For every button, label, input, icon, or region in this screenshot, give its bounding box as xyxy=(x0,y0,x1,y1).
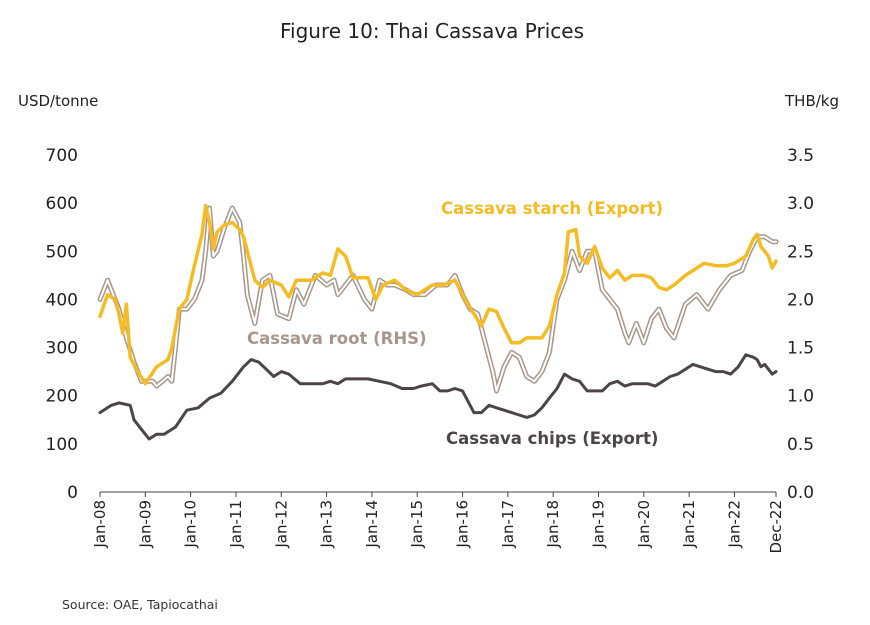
left-axis-tick-label: 0 xyxy=(67,483,78,503)
series-label-cassava-starch: Cassava starch (Export) xyxy=(441,199,663,218)
x-axis-tick-label: Jan-08 xyxy=(91,500,109,549)
right-axis-tick-label: 2.5 xyxy=(787,242,814,262)
left-axis-tick-label: 400 xyxy=(46,290,78,310)
right-axis-tick-label: 3.5 xyxy=(787,146,814,166)
left-axis-tick-label: 600 xyxy=(46,194,78,214)
left-axis-tick-label: 700 xyxy=(46,146,78,166)
right-axis-tick-label: 3.0 xyxy=(787,194,814,214)
x-axis-tick-label: Jan-21 xyxy=(680,500,698,549)
x-axis-tick-label: Jan-11 xyxy=(227,500,245,549)
right-axis-ticks: 3.5 3.0 2.5 2.0 1.5 1.0 0.5 0.0 xyxy=(787,146,814,503)
right-axis-tick-label: 0.0 xyxy=(787,483,814,503)
x-axis-tick-label: Jan-22 xyxy=(725,500,743,549)
x-axis-tick-label: Jan-20 xyxy=(635,500,653,549)
series-line-cassava-starch-export xyxy=(98,203,778,386)
right-axis-unit: THB/kg xyxy=(784,92,839,110)
series-label-cassava-root: Cassava root (RHS) xyxy=(247,329,427,348)
x-axis-ticks: Jan-08 Jan-09 Jan-10 Jan-11 Jan-12 Jan-13 Jan-… xyxy=(91,492,785,554)
left-axis-tick-label: 300 xyxy=(46,339,78,359)
right-axis-tick-label: 1.0 xyxy=(787,387,814,407)
chart-title: Figure 10: Thai Cassava Prices xyxy=(280,19,584,43)
left-axis-tick-label: 200 xyxy=(46,387,78,407)
left-axis-tick-label: 500 xyxy=(46,242,78,262)
x-axis-tick-label: Jan-12 xyxy=(272,500,290,549)
left-axis-unit: USD/tonne xyxy=(18,92,98,110)
x-axis-tick-label: Dec-22 xyxy=(767,500,785,554)
x-axis-tick-label: Jan-18 xyxy=(544,500,562,549)
source-note: Source: OAE, Tapiocathai xyxy=(62,597,218,612)
left-axis-ticks: 700 600 500 400 300 200 100 0 xyxy=(46,146,78,503)
x-axis-tick-label: Jan-10 xyxy=(182,500,200,549)
series-label-cassava-chips: Cassava chips (Export) xyxy=(446,429,658,448)
x-axis-tick-label: Jan-14 xyxy=(363,500,381,549)
left-axis-tick-label: 100 xyxy=(46,435,78,455)
x-axis-tick-label: Jan-13 xyxy=(318,500,336,549)
right-axis-tick-label: 2.0 xyxy=(787,290,814,310)
series-line-cassava-chips-export xyxy=(98,353,778,441)
x-axis-tick-label: Jan-17 xyxy=(499,500,517,549)
right-axis-tick-label: 0.5 xyxy=(787,435,814,455)
right-axis-tick-label: 1.5 xyxy=(787,339,814,359)
x-axis-tick-label: Jan-16 xyxy=(454,500,472,549)
x-axis-tick-label: Jan-15 xyxy=(408,500,426,549)
series-lines xyxy=(97,203,779,441)
x-axis-tick-label: Jan-09 xyxy=(136,500,154,549)
x-axis-tick-label: Jan-19 xyxy=(590,500,608,549)
